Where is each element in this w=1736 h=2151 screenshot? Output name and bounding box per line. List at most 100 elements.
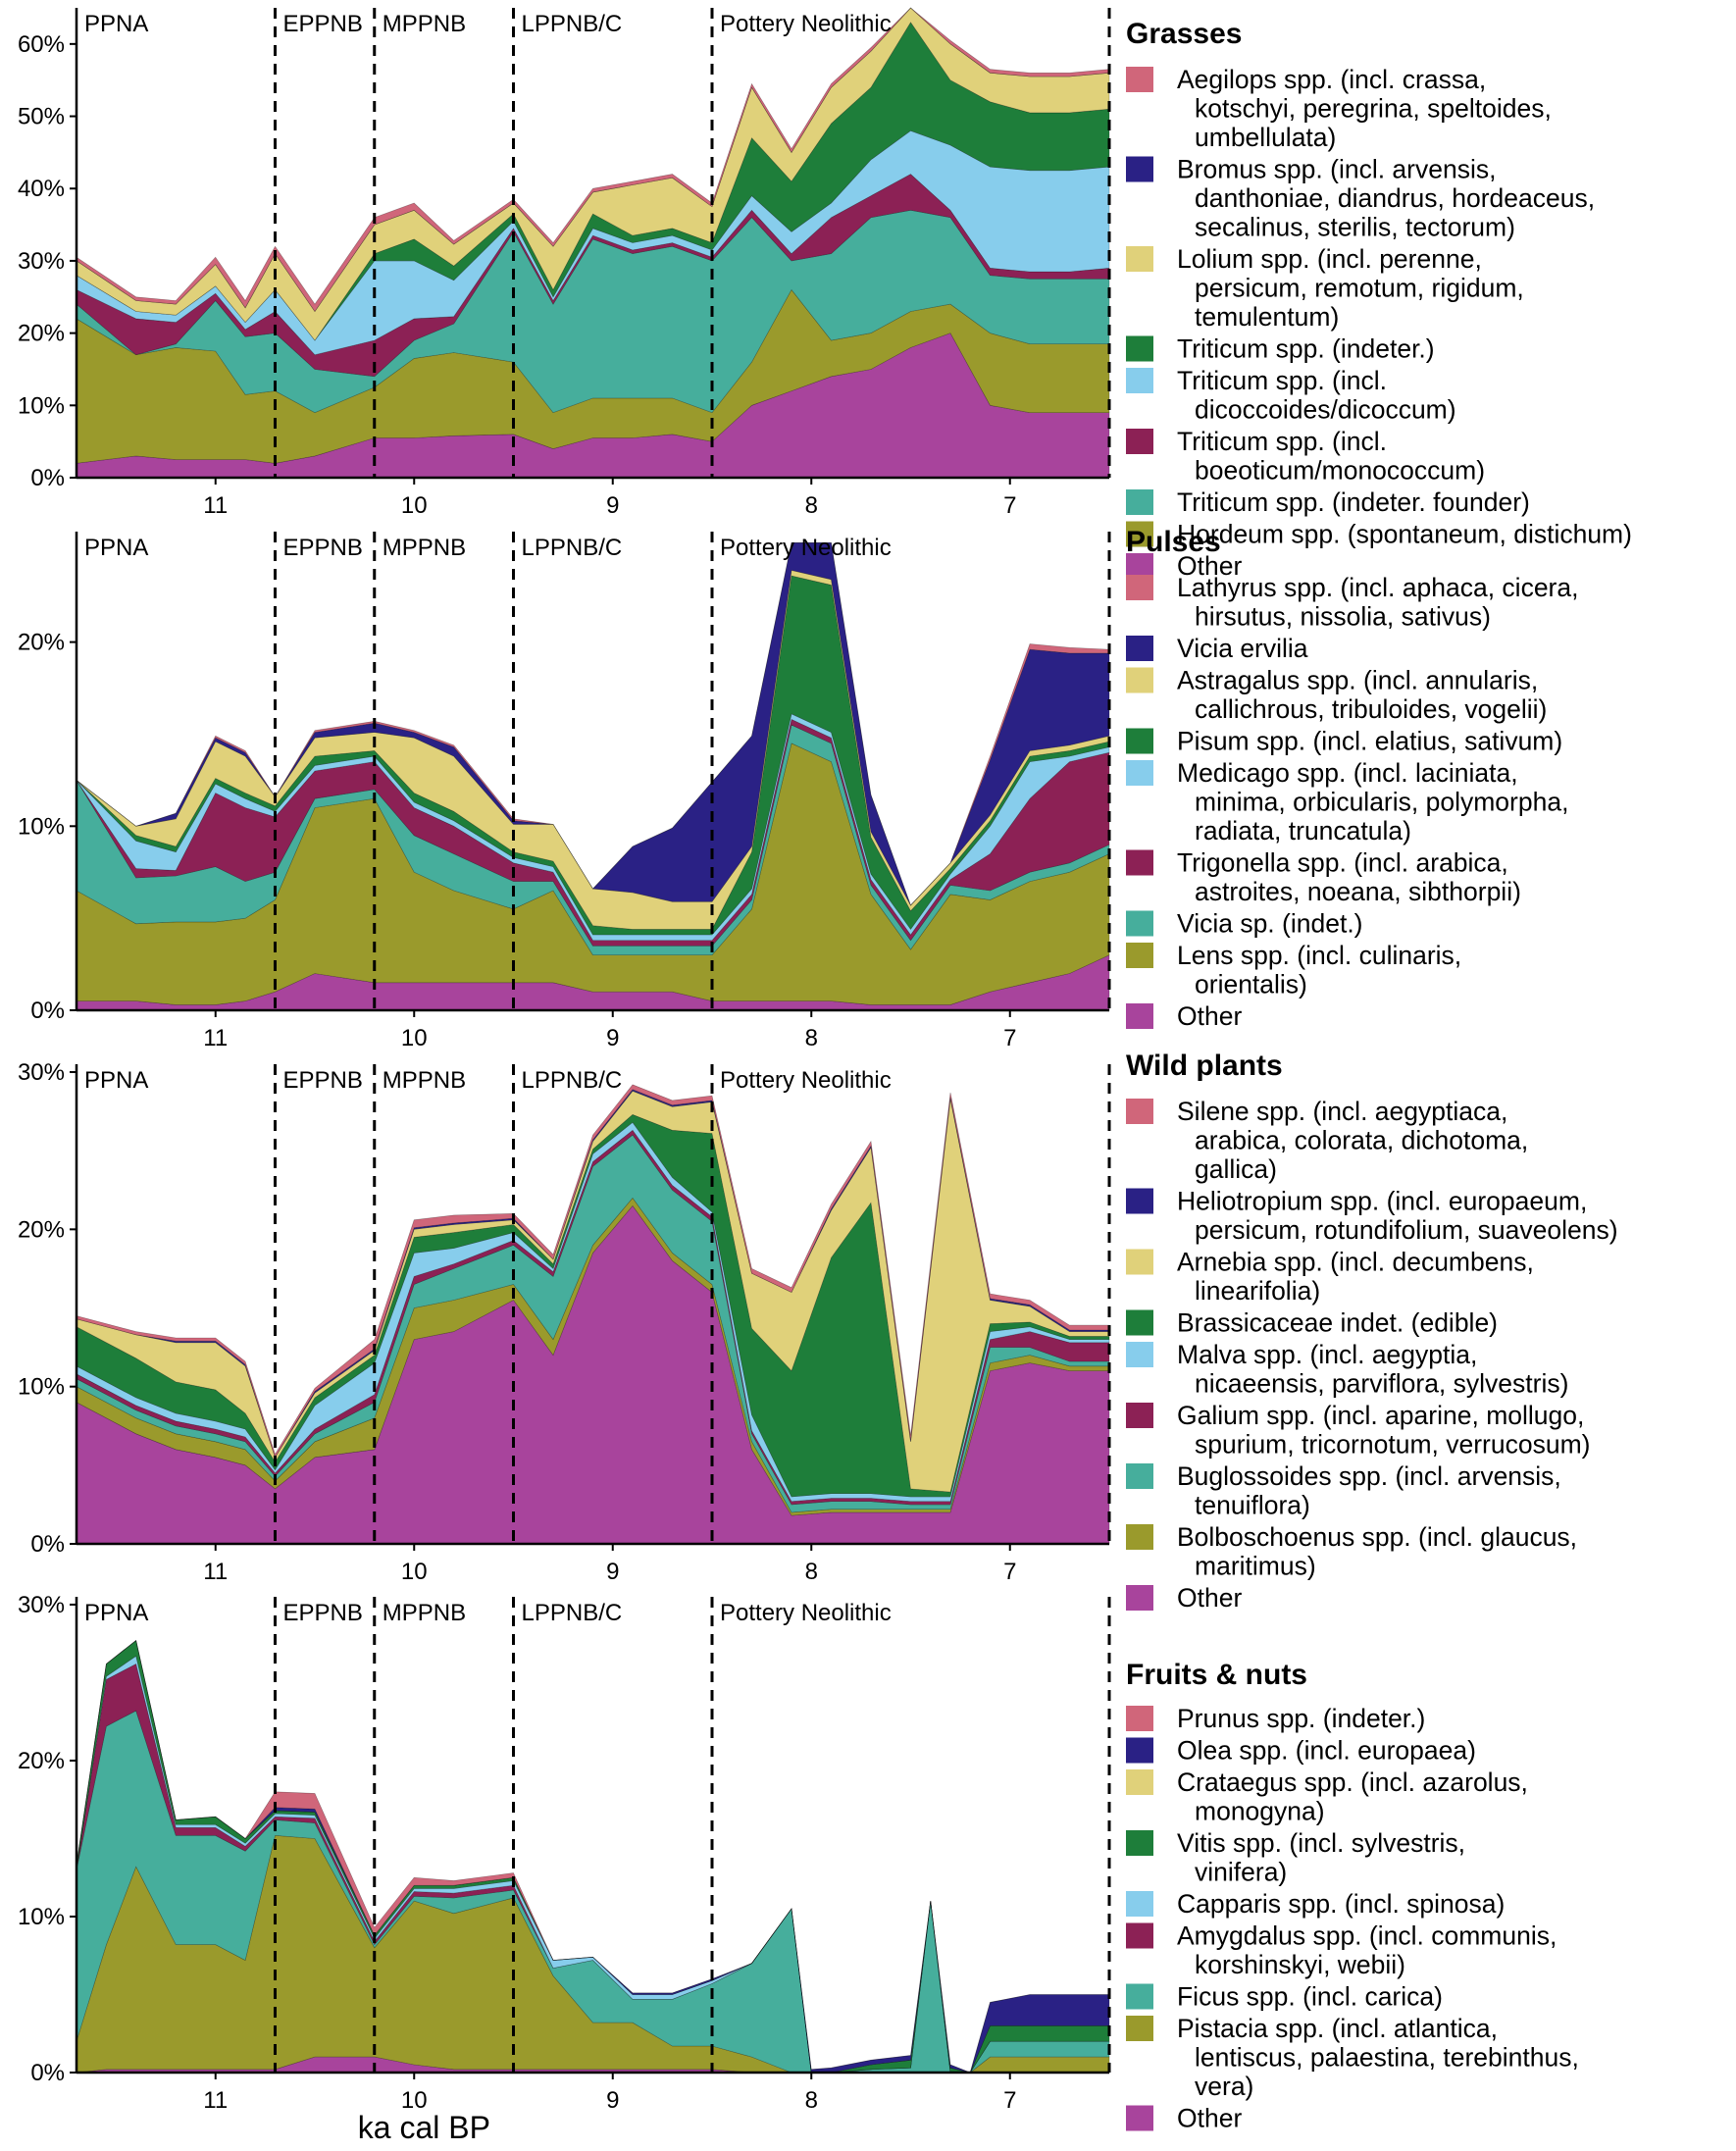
x-tick-label: 8 <box>805 1559 818 1585</box>
legend-label: Lathyrus spp. (incl. aphaca, cicera, hirs… <box>1177 573 1578 632</box>
y-tick-label: 20% <box>18 630 65 656</box>
x-tick-label: 7 <box>1003 2087 1016 2114</box>
area-hordeum <box>76 288 1110 464</box>
period-label: MPPNB <box>383 1067 466 1094</box>
legend-swatch <box>1126 667 1153 693</box>
legend-label: Bolboschoenus spp. (incl. glaucus, mariti… <box>1177 1522 1577 1581</box>
y-tick-label: 10% <box>18 1374 65 1401</box>
legend: Fruits & nuts Prunus spp. (indeter.) Olea … <box>1126 1659 1579 2133</box>
y-tick-label: 30% <box>18 1059 65 1086</box>
legend-swatch <box>1126 910 1153 937</box>
legend-label: Capparis spp. (incl. spinosa) <box>1177 1889 1505 1919</box>
period-label: LPPNB/C <box>522 1067 623 1094</box>
legend-swatch <box>1126 1769 1153 1795</box>
legend-label: Pistacia spp. (incl. atlantica, lentiscus… <box>1177 2014 1579 2101</box>
x-tick-label: 11 <box>203 1559 228 1585</box>
legend-title: Wild plants <box>1126 1050 1283 1082</box>
period-label: MPPNB <box>383 11 466 37</box>
x-axis-label: ka cal BP <box>358 2110 490 2145</box>
legend-label: Olea spp. (incl. europaea) <box>1177 1736 1476 1766</box>
legend-swatch <box>1126 1585 1153 1611</box>
legend-swatch <box>1126 67 1153 92</box>
legend-label: Other <box>1177 551 1242 581</box>
legend-swatch <box>1126 1342 1153 1367</box>
panel-pulses: PPNA EPPNB MPPNB LPPNB/C Pottery Neolithic 0%… <box>18 526 1579 1051</box>
y-tick-label: 0% <box>30 998 65 1024</box>
area-triticum-indeter <box>76 22 1110 341</box>
legend-swatch <box>1126 1983 1153 2010</box>
legend-label: Brassicaceae indet. (edible) <box>1177 1308 1498 1338</box>
legend-swatch <box>1126 1706 1153 1731</box>
legend-label: Buglossoides spp. (incl. arvensis, tenuif… <box>1177 1461 1561 1520</box>
legend-label: Other <box>1177 1001 1242 1031</box>
y-tick-label: 20% <box>18 1216 65 1243</box>
y-tick-label: 10% <box>18 392 65 419</box>
period-label: LPPNB/C <box>522 1600 623 1626</box>
x-tick-label: 8 <box>805 492 818 519</box>
legend-label: Triticum spp. (indeter. founder) <box>1177 487 1530 517</box>
legend-label: Galium spp. (incl. aparine, mollugo, spur… <box>1177 1401 1591 1460</box>
panel-fruits-nuts: PPNA EPPNB MPPNB LPPNB/C Pottery Neolithic 0%… <box>18 1592 1579 2133</box>
period-label: EPPNB <box>283 11 363 37</box>
x-tick-label: 9 <box>606 1559 619 1585</box>
x-tick-label: 8 <box>805 1025 818 1051</box>
x-tick-label: 11 <box>203 2087 228 2114</box>
legend-label: Prunus spp. (indeter.) <box>1177 1704 1425 1733</box>
panel-grasses: PPNA EPPNB MPPNB LPPNB/C Pottery Neolithic 0%… <box>18 7 1632 581</box>
legend-swatch <box>1126 1891 1153 1917</box>
x-tick-label: 7 <box>1003 1025 1016 1051</box>
legend-swatch <box>1126 1463 1153 1489</box>
legend-label: Astragalus spp. (incl. annularis, callich… <box>1177 666 1547 725</box>
legend-swatch <box>1126 1099 1153 1124</box>
legend-label: Hordeum spp. (spontaneum, distichum) <box>1177 520 1632 549</box>
legend-label: Triticum spp. (indeter.) <box>1177 334 1435 364</box>
area-prunus <box>76 1639 1109 2074</box>
legend-swatch <box>1126 1737 1153 1764</box>
legend-swatch <box>1126 1003 1153 1029</box>
panel-wild-plants: PPNA EPPNB MPPNB LPPNB/C Pottery Neolithic 0%… <box>18 1050 1618 1613</box>
legend: Pulses Lathyrus spp. (incl. aphaca, cicer… <box>1126 526 1578 1031</box>
legend-swatch <box>1126 1403 1153 1428</box>
x-tick-label: 9 <box>606 492 619 519</box>
x-tick-label: 8 <box>805 2087 818 2114</box>
legend-label: Vicia sp. (indet.) <box>1177 909 1363 939</box>
legend-swatch <box>1126 368 1153 393</box>
legend-label: Vitis spp. (incl. sylvestris, vinifera) <box>1177 1828 1465 1887</box>
period-label: EPPNB <box>283 535 363 561</box>
legend-swatch <box>1126 1524 1153 1550</box>
legend-swatch <box>1126 335 1153 362</box>
legend-swatch <box>1126 429 1153 454</box>
x-tick-label: 11 <box>203 492 228 519</box>
y-tick-label: 20% <box>18 1748 65 1774</box>
legend-label: Silene spp. (incl. aegyptiaca, arabica, c… <box>1177 1097 1528 1184</box>
legend-swatch <box>1126 1188 1153 1214</box>
legend-swatch <box>1126 849 1153 876</box>
legend-title: Pulses <box>1126 526 1221 558</box>
legend-label: Arnebia spp. (incl. decumbens, linearifol… <box>1177 1248 1534 1306</box>
legend-label: Other <box>1177 1583 1242 1613</box>
x-tick-label: 9 <box>606 1025 619 1051</box>
legend-swatch <box>1126 1249 1153 1275</box>
legend-swatch <box>1126 728 1153 754</box>
x-tick-label: 9 <box>606 2087 619 2114</box>
y-tick-label: 60% <box>18 31 65 58</box>
period-label: Pottery Neolithic <box>720 1600 892 1626</box>
x-tick-label: 7 <box>1003 492 1016 519</box>
y-tick-label: 30% <box>18 248 65 275</box>
period-label: Pottery Neolithic <box>720 535 892 561</box>
legend-label: Trigonella spp. (incl. arabica, astroites… <box>1177 848 1521 907</box>
legend-swatch <box>1126 521 1153 547</box>
period-label: LPPNB/C <box>522 535 623 561</box>
legend: Wild plants Silene spp. (incl. aegyptiaca… <box>1126 1050 1618 1613</box>
x-tick-label: 11 <box>203 1025 228 1051</box>
legend-swatch <box>1126 575 1153 600</box>
x-tick-label: 10 <box>401 2087 428 2114</box>
legend-label: Triticum spp. (incl. dicoccoides/dicoccum… <box>1177 366 1456 425</box>
y-tick-label: 0% <box>30 2060 65 2086</box>
legend-title: Fruits & nuts <box>1126 1659 1307 1691</box>
legend-label: Ficus spp. (incl. carica) <box>1177 1982 1443 2012</box>
x-tick-label: 7 <box>1003 1559 1016 1585</box>
legend: Grasses Aegilops spp. (incl. crassa, kotsc… <box>1126 18 1632 581</box>
y-tick-label: 30% <box>18 1592 65 1618</box>
